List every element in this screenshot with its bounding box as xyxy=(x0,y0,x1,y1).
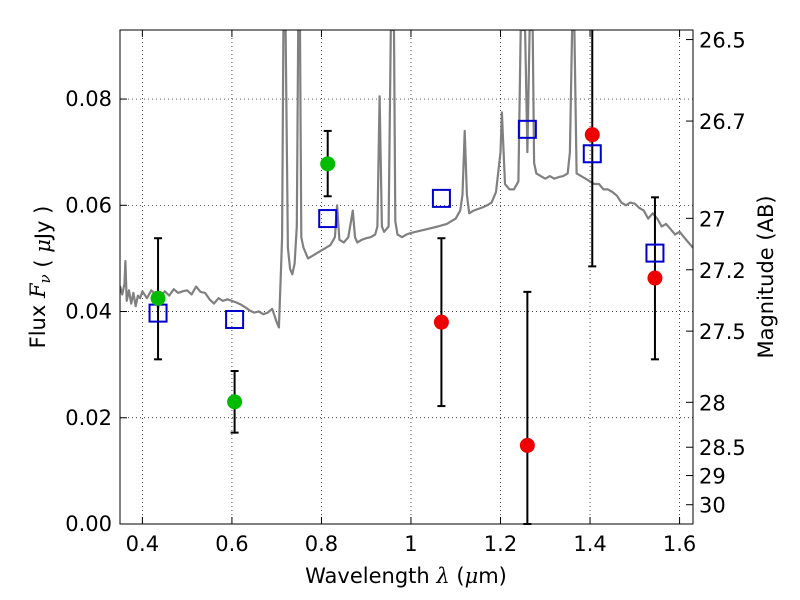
x-tick-label: 1 xyxy=(404,532,417,556)
y-tick-label: 0.06 xyxy=(65,193,112,217)
circle-marker xyxy=(150,290,166,306)
square-marker xyxy=(431,188,451,208)
errorbar-layer xyxy=(154,30,659,525)
square-marker xyxy=(582,144,602,164)
circle-marker xyxy=(584,127,600,143)
square-marker xyxy=(517,119,537,139)
circle-marker xyxy=(227,394,243,410)
x-axis-ticks: 0.4 0.6 0.8 1 1.2 1.4 1.6 xyxy=(126,30,696,556)
circle-marker xyxy=(519,437,535,453)
y-tick-label: 0.02 xyxy=(65,406,112,430)
right-tick-label: 27.5 xyxy=(699,320,746,344)
x-tick-label: 0.6 xyxy=(215,532,248,556)
x-tick-label: 1.6 xyxy=(663,532,696,556)
y-axis-ticks: 0.00 0.02 0.04 0.06 0.08 xyxy=(65,87,127,536)
y-tick-label: 0.00 xyxy=(65,512,112,536)
x-tick-label: 0.8 xyxy=(305,532,338,556)
right-tick-label: 28.5 xyxy=(699,436,746,460)
right-axis-ticks: 26.5 26.7 27 27.2 27.5 28 28.5 29 30 xyxy=(686,29,746,518)
x-tick-label: 1.4 xyxy=(573,532,606,556)
y-tick-label: 0.04 xyxy=(65,300,112,324)
x-tick-label: 1.2 xyxy=(484,532,517,556)
right-tick-label: 26.5 xyxy=(699,29,746,53)
circle-marker xyxy=(320,156,336,172)
right-tick-label: 27.2 xyxy=(699,259,746,283)
x-axis-label: Wavelength λ (μm) xyxy=(305,564,507,588)
y-axis-label-right: Magnitude (AB) xyxy=(754,195,778,358)
circle-marker xyxy=(647,270,663,286)
square-marker xyxy=(645,243,665,263)
spectrum-layer xyxy=(120,30,693,329)
model-spectrum-line xyxy=(120,30,693,329)
right-tick-label: 28 xyxy=(699,391,726,415)
y-axis-label-left: Flux Fν ( μJy ) xyxy=(26,206,55,349)
x-tick-label: 0.4 xyxy=(126,532,159,556)
square-marker xyxy=(318,209,338,229)
circle-marker xyxy=(433,314,449,330)
y-tick-label: 0.08 xyxy=(65,87,112,111)
plot-frame xyxy=(119,29,694,525)
right-tick-label: 27 xyxy=(699,207,726,231)
marker-layer xyxy=(148,119,665,453)
right-tick-label: 30 xyxy=(699,494,726,518)
right-tick-label: 29 xyxy=(699,465,726,489)
right-tick-label: 26.7 xyxy=(699,110,746,134)
square-marker xyxy=(225,309,245,329)
plot-area xyxy=(120,30,693,524)
